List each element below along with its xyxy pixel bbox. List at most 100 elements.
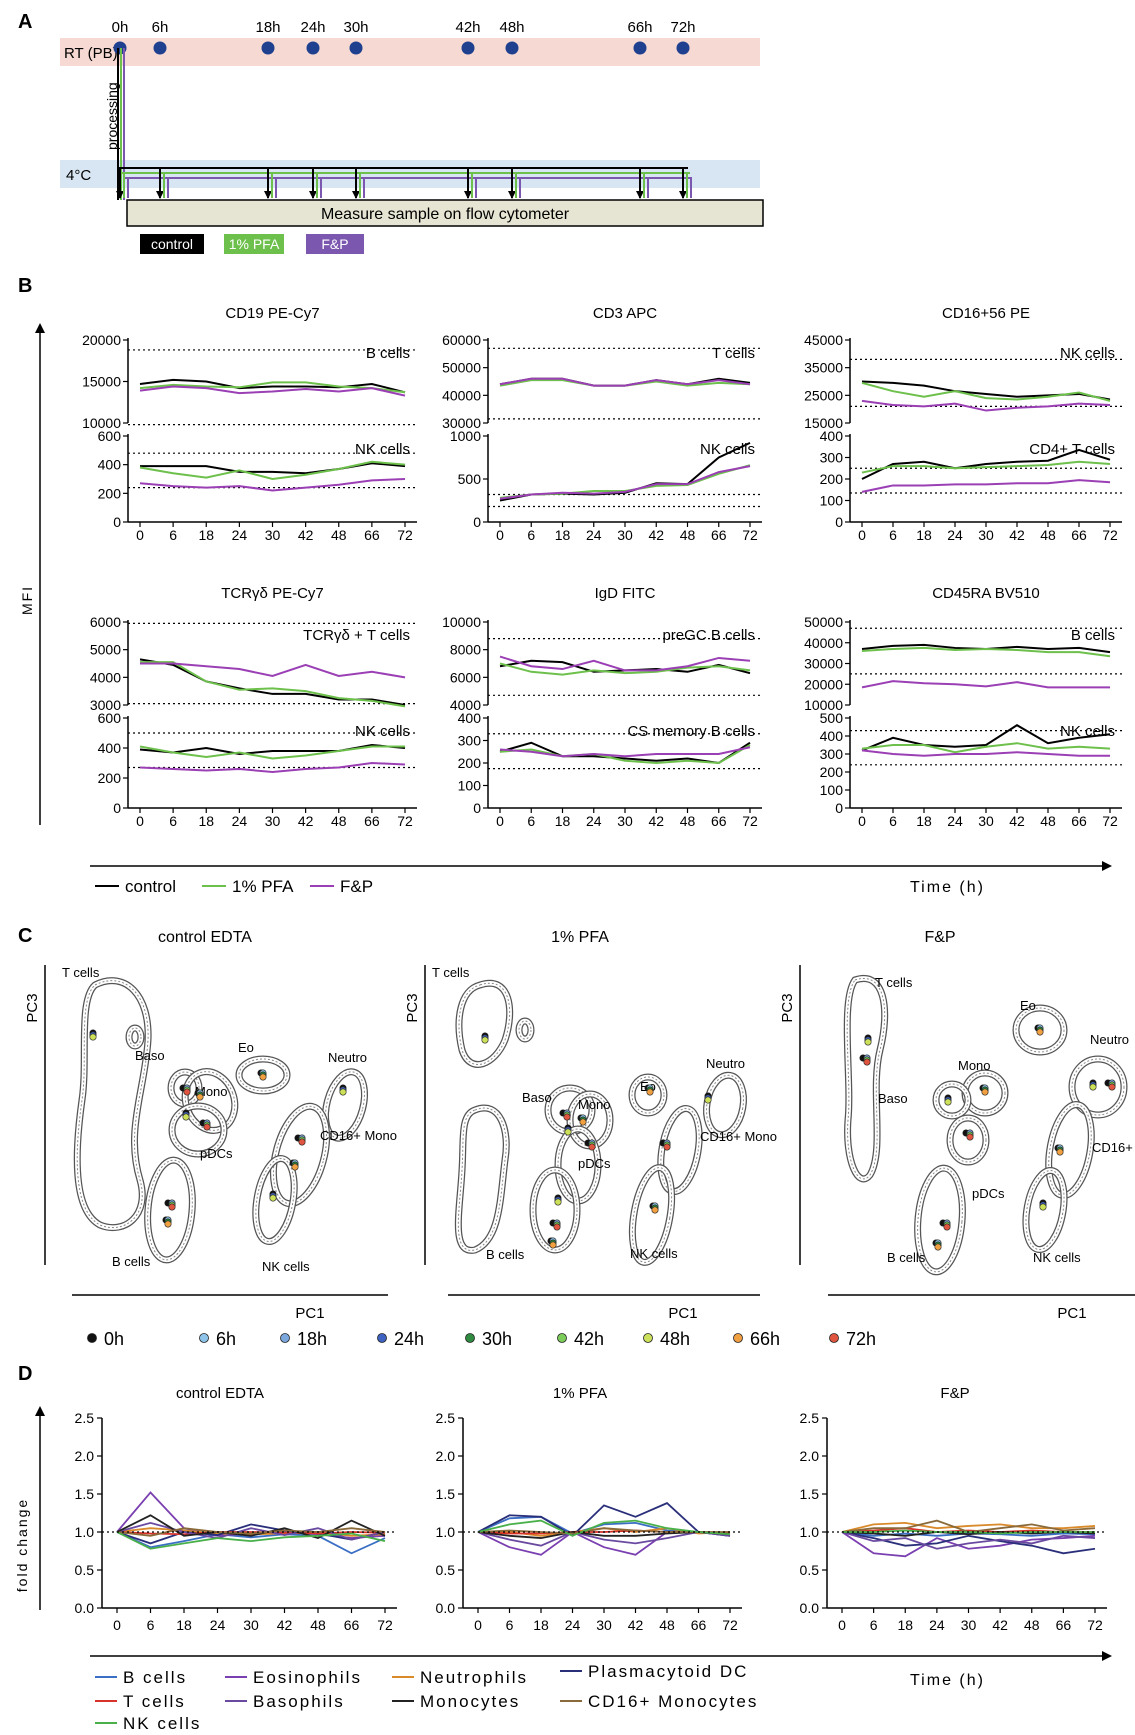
timepoint-label: 42h bbox=[455, 19, 480, 36]
timepoint-point bbox=[259, 1073, 267, 1081]
series-line-f-p bbox=[140, 662, 406, 679]
y-tick-label: 1.5 bbox=[75, 1486, 95, 1502]
y-tick-label: 30000 bbox=[442, 415, 481, 431]
series-line-control bbox=[140, 462, 406, 475]
x-tick-label: 0 bbox=[496, 527, 504, 543]
population-gate bbox=[843, 974, 889, 1183]
population-label: pDCs bbox=[200, 1146, 233, 1161]
x-tick-label: 0 bbox=[136, 813, 144, 829]
y-tick-label: 0 bbox=[473, 800, 481, 816]
population-gate-dashes bbox=[171, 1105, 225, 1155]
series-line-f-p bbox=[499, 655, 751, 672]
x-tick-label: 66 bbox=[1056, 1617, 1072, 1633]
x-tick-label: 72 bbox=[377, 1617, 393, 1633]
y-tick-label: 0.0 bbox=[800, 1600, 820, 1616]
y-tick-label: 2.0 bbox=[800, 1448, 820, 1464]
population-label: Eo bbox=[1020, 998, 1036, 1013]
population-gate-dashes bbox=[238, 1058, 288, 1092]
y-tick-label: 30000 bbox=[804, 656, 843, 672]
x-tick-label: 0 bbox=[113, 1617, 121, 1633]
panel-d-fold-change: fold change Time (h) control EDTA0.00.51… bbox=[14, 1385, 1112, 1733]
x-tick-label: 42 bbox=[648, 813, 664, 829]
timepoint-point bbox=[182, 1113, 190, 1121]
treatment-legend-label: control bbox=[125, 877, 176, 896]
timepoint-point bbox=[1056, 1148, 1064, 1156]
chart-title: CD16+56 PE bbox=[942, 305, 1030, 322]
population-label: CD16+ Mono bbox=[1092, 1140, 1135, 1155]
x-tick-label: 24 bbox=[210, 1617, 226, 1633]
y-tick-label: 200 bbox=[458, 755, 482, 771]
timepoint-point bbox=[549, 1241, 557, 1249]
population-label: Mono bbox=[578, 1097, 611, 1112]
x-tick-label: 66 bbox=[364, 527, 380, 543]
y-tick-label: 200 bbox=[820, 764, 844, 780]
series-line-1-pfa bbox=[139, 460, 406, 481]
x-tick-label: 48 bbox=[1040, 527, 1056, 543]
mfi-chart: CD3 APC 30000 40000 50000 60000 T cells 0 500 10… bbox=[442, 305, 762, 543]
measure-box bbox=[126, 199, 764, 227]
population-gate-dashes bbox=[1015, 1007, 1065, 1053]
x-tick-label: 6 bbox=[889, 527, 897, 543]
x-tick-label: 72 bbox=[397, 527, 413, 543]
x-tick-label: 6 bbox=[527, 813, 535, 829]
treatment-legend-swatch bbox=[140, 234, 204, 254]
population-annotation: TCRγδ + T cells bbox=[303, 627, 410, 644]
fold-chart-title: 1% PFA bbox=[553, 1385, 607, 1402]
timepoint-point bbox=[291, 1163, 299, 1171]
series-line-f-p bbox=[861, 399, 1111, 412]
population-gate-dashes bbox=[935, 1083, 969, 1117]
x-tick-label: 48 bbox=[680, 813, 696, 829]
timepoint-point bbox=[269, 1194, 277, 1202]
population-label: Baso bbox=[135, 1048, 165, 1063]
series-line-f-p bbox=[499, 465, 751, 500]
x-tick-label: 18 bbox=[897, 1617, 913, 1633]
population-gate-inner bbox=[75, 978, 151, 1230]
treatment-legend-swatch bbox=[306, 234, 364, 254]
timepoint-legend-label: 0h bbox=[104, 1329, 124, 1349]
x-tick-label: 6 bbox=[169, 527, 177, 543]
population-label: Mono bbox=[958, 1058, 991, 1073]
cell-type-legend-label: Monocytes bbox=[420, 1692, 520, 1711]
population-gate-dashes bbox=[547, 1087, 593, 1133]
timepoint-point bbox=[1039, 1203, 1047, 1211]
timepoint-point bbox=[981, 1088, 989, 1096]
series-line-control bbox=[139, 378, 406, 394]
timepoint-dot bbox=[505, 41, 519, 55]
population-gate-dashes bbox=[631, 1076, 665, 1114]
y-tick-label: 50000 bbox=[442, 360, 481, 376]
mfi-axis-title: MFI bbox=[19, 585, 35, 615]
x-tick-label: 0 bbox=[858, 813, 866, 829]
population-label: T cells bbox=[875, 975, 913, 990]
y-tick-label: 200 bbox=[98, 485, 122, 501]
timepoint-label: 72h bbox=[670, 19, 695, 36]
chart-title: CD3 APC bbox=[593, 305, 657, 322]
timepoint-point bbox=[943, 1223, 951, 1231]
x-tick-label: 18 bbox=[198, 813, 214, 829]
timepoint-point bbox=[966, 1133, 974, 1141]
timepoint-legend-marker bbox=[199, 1333, 209, 1343]
x-tick-label: 66 bbox=[1071, 813, 1087, 829]
x-tick-label: 48 bbox=[1040, 813, 1056, 829]
population-label: Baso bbox=[522, 1090, 552, 1105]
x-tick-label: 30 bbox=[596, 1617, 612, 1633]
y-tick-label: 35000 bbox=[804, 360, 843, 376]
timepoint-legend-marker bbox=[377, 1333, 387, 1343]
chart-title: CD45RA BV510 bbox=[932, 585, 1040, 602]
series-line-1-pfa bbox=[861, 646, 1111, 658]
timepoint-point bbox=[704, 1096, 712, 1104]
mfi-chart: CD19 PE-Cy7 10000 15000 20000 B cells 0 200 400… bbox=[82, 305, 417, 543]
cell-type-legend-label: Neutrophils bbox=[420, 1668, 528, 1687]
timepoint-legend-label: 6h bbox=[216, 1329, 236, 1349]
timepoint-point bbox=[553, 1223, 561, 1231]
y-tick-label: 100 bbox=[820, 493, 844, 509]
fold-change-chart: 1% PFA 0.0 0.5 1.0 1.5 2.0 2.5 0 6 18 24 30 42 48 66 72 bbox=[436, 1385, 742, 1633]
panel-b-mfi-charts: MFI Time (h) CD19 PE-Cy7100001500020000B… bbox=[19, 305, 1122, 896]
timepoint-legend-marker bbox=[829, 1333, 839, 1343]
x-tick-label: 30 bbox=[617, 813, 633, 829]
pca-plot: F&P PC3 PC1 T cells Eo Neutro Mono Baso CD16+ Mo… bbox=[779, 929, 1135, 1322]
timepoint-point bbox=[298, 1138, 306, 1146]
y-tick-label: 20000 bbox=[82, 332, 121, 348]
timepoint-label: 18h bbox=[255, 19, 280, 36]
